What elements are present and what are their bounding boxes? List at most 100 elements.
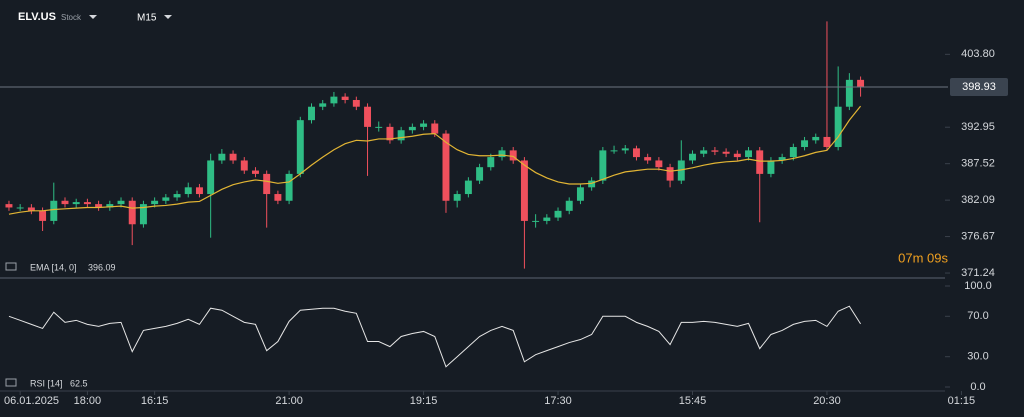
candle-body [442,133,450,201]
x-tick-label: 06.01.2025 [4,395,59,407]
legend-name: EMA [14, 0] [30,262,77,272]
candle-body [296,120,304,174]
candle-body [229,153,237,161]
candle-body [812,136,820,141]
candle-body [240,160,248,171]
candle-body [745,150,752,158]
candle-body [632,148,640,158]
candle-body [644,157,652,161]
candle-body [16,207,24,209]
y-tick-label: 371.24 [961,267,995,279]
candle-body [173,194,181,198]
countdown: 07m 09s [898,250,948,265]
timeframe-dropdown[interactable] [164,15,172,19]
candle-body [274,194,282,201]
candle-body [386,126,394,141]
candle-body [106,204,114,208]
asset-type: Stock [61,13,82,22]
candle-body [139,204,147,225]
symbol-dropdown[interactable] [89,15,97,19]
x-tick-label: 01:15 [948,395,976,407]
candle-body [453,194,461,201]
candle-body [408,126,416,131]
candle-body [207,160,215,195]
candle-body [498,150,506,158]
candle-body [319,103,327,107]
candle-body [195,187,203,195]
candle-body [532,220,540,222]
candle-body [128,200,136,225]
candle-body [767,160,775,174]
candle-body [117,200,125,205]
candle-body [364,106,372,127]
candle-body [5,204,13,208]
y-tick-label: 70.0 [967,310,988,322]
candle-body [27,207,35,211]
legend-value: 396.09 [88,262,116,272]
candle-body [689,153,696,161]
candle-body [464,180,472,195]
candle-body [857,79,865,88]
candle-body [588,180,596,188]
y-tick-label: 382.09 [961,194,995,206]
candle-body [834,106,842,148]
x-tick-label: 18:00 [74,395,102,407]
candle-body [655,160,663,168]
candle-body [61,200,69,205]
x-tick-label: 17:30 [544,395,572,407]
legend-icon [5,378,17,387]
candle-body [39,210,47,221]
rsi-line [8,305,861,368]
x-tick-label: 16:15 [141,395,169,407]
ema-line [8,105,862,215]
candle-body [72,202,80,205]
y-tick-label: 387.52 [961,158,995,170]
candle-body [823,136,831,148]
candle-body [341,96,349,101]
candle-body [565,200,573,211]
candle-body [599,150,607,181]
timeframe[interactable]: M15 [137,13,157,24]
candle-body [801,140,809,148]
candle-body [83,202,91,205]
candle-body [330,96,338,104]
symbol[interactable]: ELV.US [18,11,56,23]
x-tick-label: 19:15 [410,395,438,407]
candle-body [50,200,58,221]
y-tick-label: 403.80 [961,48,995,60]
last-price-box [950,78,1008,97]
candle-body [308,106,315,121]
x-tick-label: 20:30 [813,395,841,407]
candle-body [722,151,730,154]
candle-body [151,200,159,205]
y-tick-label: 392.95 [961,121,995,133]
candle-body [543,217,551,221]
candle-body [487,157,495,168]
candle-body [733,153,741,158]
x-tick-label: 15:45 [679,395,707,407]
candle-body [845,79,853,107]
candle-body [375,126,383,128]
candle-body [509,150,517,161]
candle-body [263,173,271,195]
last-price-label: 398.93 [962,81,996,93]
x-tick-label: 21:00 [275,395,303,407]
candle-body [789,147,797,158]
legend-icon [5,262,17,271]
candle-body [420,123,428,127]
candle-body [95,204,103,208]
legend-name: RSI [14] [30,378,63,388]
candle-body [677,160,685,181]
candle-body [666,167,674,181]
candle-body [352,100,360,107]
candle-body [285,173,293,201]
candle-body [431,123,439,134]
candle-body [252,170,259,174]
y-tick-label: 100.0 [964,280,992,292]
candle-body [184,187,192,195]
legend-value: 62.5 [70,378,88,388]
candle-body [576,187,584,201]
